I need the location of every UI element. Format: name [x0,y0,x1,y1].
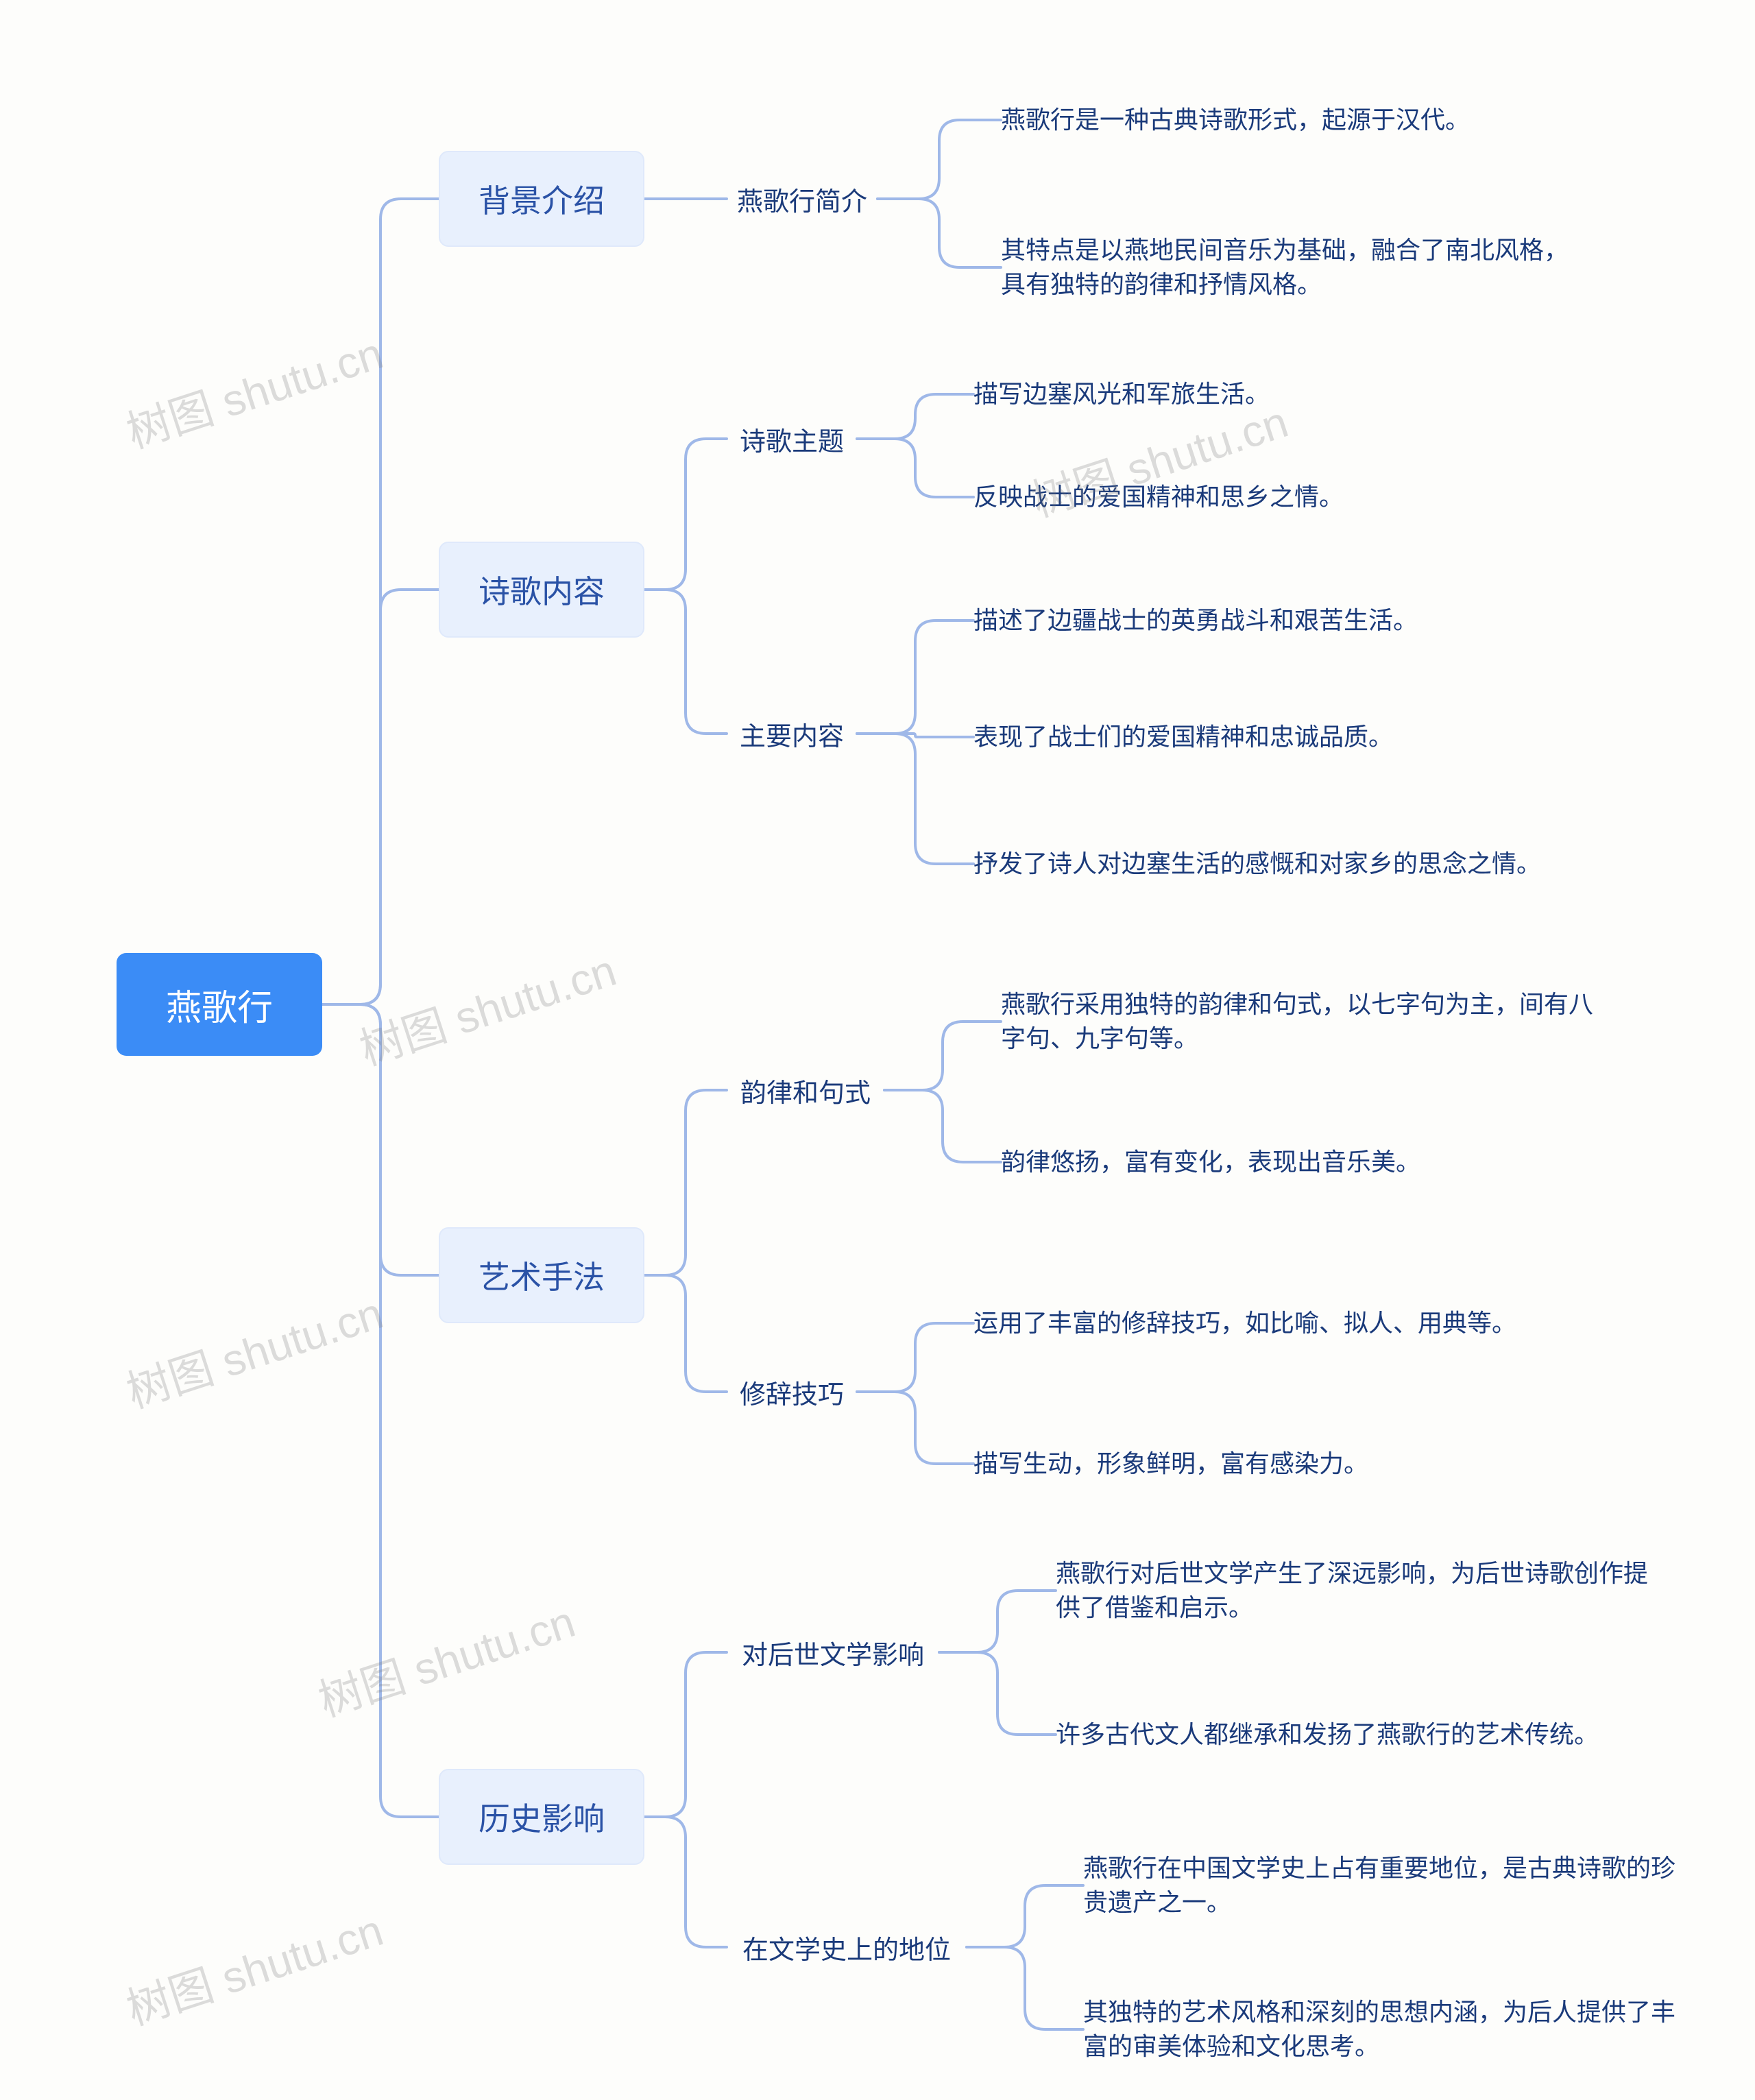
leaf-node[interactable]: 表现了战士们的爱国精神和忠诚品质。 [973,713,1563,761]
leaf-node[interactable]: 燕歌行在中国文学史上占有重要地位，是古典诗歌的珍贵遗产之一。 [1083,1844,1680,1927]
branch-poetry-content[interactable]: 诗歌内容 [439,542,644,638]
leaf-text: 描述了边疆战士的英勇战斗和艰苦生活。 [973,603,1418,638]
leaf-text: 许多古代文人都继承和发扬了燕歌行的艺术传统。 [1056,1717,1599,1752]
leaf-text: 描写生动，形象鲜明，富有感染力。 [973,1447,1368,1481]
leaf-node[interactable]: 燕歌行采用独特的韵律和句式，以七字句为主，间有八字句、九字句等。 [1001,980,1597,1063]
leaf-node[interactable]: 描写边塞风光和军旅生活。 [973,370,1563,418]
leaf-text: 其特点是以燕地民间音乐为基础，融合了南北风格，具有独特的韵律和抒情风格。 [1001,233,1590,302]
leaf-text: 表现了战士们的爱国精神和忠诚品质。 [973,720,1393,754]
mindmap-canvas: 燕歌行 背景介绍 诗歌内容 艺术手法 历史影响 燕歌行简介 诗歌主题 主要内容 … [0,0,1755,2100]
mid-label: 对后世文学影响 [742,1634,924,1671]
leaf-node[interactable]: 运用了丰富的修辞技巧，如比喻、拟人、用典等。 [973,1282,1570,1364]
leaf-text: 燕歌行对后世文学产生了深远影响，为后世诗歌创作提供了借鉴和启示。 [1056,1556,1652,1626]
mid-label: 燕歌行简介 [737,180,867,218]
watermark: 树图 shutu.cn [118,1279,390,1421]
leaf-text: 燕歌行在中国文学史上占有重要地位，是古典诗歌的珍贵遗产之一。 [1083,1851,1680,1920]
branch-historical-influence[interactable]: 历史影响 [439,1769,644,1865]
leaf-node[interactable]: 韵律悠扬，富有变化，表现出音乐美。 [1001,1138,1597,1186]
watermark: 树图 shutu.cn [118,319,390,461]
leaf-node[interactable]: 抒发了诗人对边塞生活的感慨和对家乡的思念之情。 [973,823,1563,905]
mid-rhythm[interactable]: 韵律和句式 [727,1070,884,1111]
leaf-text: 抒发了诗人对边塞生活的感慨和对家乡的思念之情。 [973,847,1541,881]
branch-background[interactable]: 背景介绍 [439,151,644,247]
branch-label: 背景介绍 [479,176,605,221]
leaf-node[interactable]: 燕歌行对后世文学产生了深远影响，为后世诗歌创作提供了借鉴和启示。 [1056,1549,1652,1632]
mid-later-influence[interactable]: 对后世文学影响 [727,1632,939,1673]
leaf-text: 运用了丰富的修辞技巧，如比喻、拟人、用典等。 [973,1306,1516,1340]
branch-label: 历史影响 [479,1794,605,1839]
root-node[interactable]: 燕歌行 [117,953,322,1056]
leaf-node[interactable]: 描述了边疆战士的英勇战斗和艰苦生活。 [973,596,1563,644]
watermark: 树图 shutu.cn [351,936,623,1078]
leaf-text: 反映战士的爱国精神和思乡之情。 [973,480,1344,514]
leaf-node[interactable]: 描写生动，形象鲜明，富有感染力。 [973,1440,1570,1488]
mid-label: 诗歌主题 [740,420,844,458]
watermark: 树图 shutu.cn [310,1587,582,1729]
leaf-text: 其独特的艺术风格和深刻的思想内涵，为后人提供了丰富的审美体验和文化思考。 [1083,1995,1680,2064]
mid-main-content[interactable]: 主要内容 [727,713,857,754]
branch-label: 艺术手法 [479,1253,605,1298]
leaf-text: 燕歌行采用独特的韵律和句式，以七字句为主，间有八字句、九字句等。 [1001,987,1597,1057]
mid-literary-status[interactable]: 在文学史上的地位 [727,1927,967,1968]
mid-label: 在文学史上的地位 [742,1929,951,1966]
mid-intro[interactable]: 燕歌行简介 [727,178,878,219]
mid-label: 韵律和句式 [740,1072,871,1109]
leaf-node[interactable]: 燕歌行是一种古典诗歌形式，起源于汉代。 [1001,96,1590,144]
mid-rhetoric[interactable]: 修辞技巧 [727,1371,857,1412]
root-label: 燕歌行 [166,979,273,1030]
leaf-node[interactable]: 反映战士的爱国精神和思乡之情。 [973,473,1563,521]
watermark: 树图 shutu.cn [118,1896,390,2038]
leaf-node[interactable]: 许多古代文人都继承和发扬了燕歌行的艺术传统。 [1056,1693,1652,1776]
leaf-text: 韵律悠扬，富有变化，表现出音乐美。 [1001,1145,1420,1179]
branch-artistic-technique[interactable]: 艺术手法 [439,1227,644,1323]
mid-label: 主要内容 [740,715,844,753]
mid-theme[interactable]: 诗歌主题 [727,418,857,459]
leaf-node[interactable]: 其特点是以燕地民间音乐为基础，融合了南北风格，具有独特的韵律和抒情风格。 [1001,226,1590,309]
leaf-node[interactable]: 其独特的艺术风格和深刻的思想内涵，为后人提供了丰富的审美体验和文化思考。 [1083,1988,1680,2071]
branch-label: 诗歌内容 [479,567,605,612]
leaf-text: 描写边塞风光和军旅生活。 [973,377,1270,411]
mid-label: 修辞技巧 [740,1373,844,1411]
leaf-text: 燕歌行是一种古典诗歌形式，起源于汉代。 [1001,103,1470,137]
